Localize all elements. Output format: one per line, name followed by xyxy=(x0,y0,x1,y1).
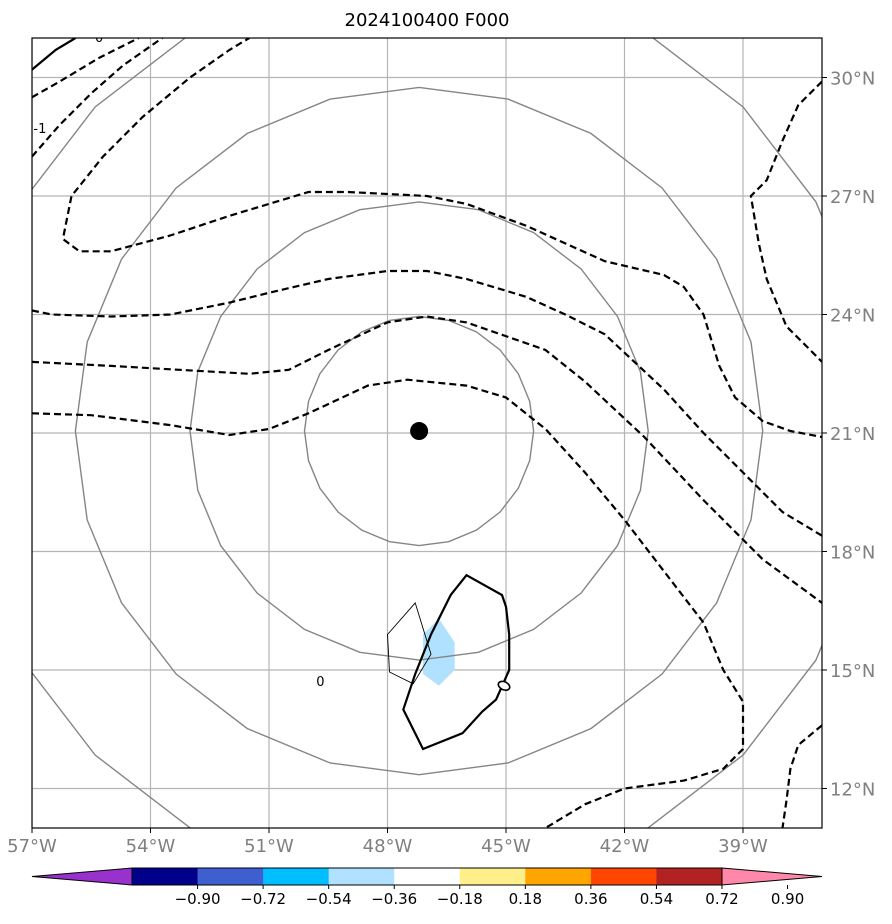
lat-tick-label: 12°N xyxy=(830,780,875,801)
colorbar-segment xyxy=(656,868,723,885)
dashed-contour xyxy=(781,724,822,828)
lat-tick-label: 18°N xyxy=(830,543,875,564)
chart-title: 2024100400 F000 xyxy=(345,10,510,31)
dashed-contour xyxy=(749,80,822,363)
lon-tick-label: 51°W xyxy=(244,836,294,857)
colorbar-tick-label: 0.90 xyxy=(771,890,804,908)
colorbar-frame xyxy=(131,867,723,886)
lon-tick-label: 48°W xyxy=(363,836,413,857)
colorbar-tick-label: 0.18 xyxy=(509,890,542,908)
range-ring xyxy=(189,201,649,661)
colorbar-tick-label: 0.36 xyxy=(574,890,607,908)
lat-tick-label: 21°N xyxy=(830,424,875,445)
lat-tick-label: 30°N xyxy=(830,69,875,90)
colorbar-tick-label: 0.72 xyxy=(705,890,738,908)
dashed-contour xyxy=(32,269,822,537)
colorbar-tick-label: −0.72 xyxy=(240,890,286,908)
lat-tick-label: 15°N xyxy=(830,661,875,682)
thin-contour xyxy=(387,601,432,685)
colorbar-tick-label: 0.54 xyxy=(640,890,673,908)
colorbar-tick-label: −0.18 xyxy=(437,890,483,908)
colorbar-tick-label: −0.54 xyxy=(306,890,352,908)
dashed-contour xyxy=(32,38,140,99)
lat-tick-label: 24°N xyxy=(830,306,875,327)
colorbar-extend-low xyxy=(31,867,133,886)
axis-ticks: 12°N 15°N 18°N 21°N 24°N 27°N 30°N 57°W 54°W 51°W… xyxy=(7,69,875,858)
solid-contour xyxy=(32,38,77,71)
contour-label: 0 xyxy=(316,675,324,690)
range-ring xyxy=(32,38,822,828)
shaded-region xyxy=(423,618,455,686)
lon-tick-label: 39°W xyxy=(718,836,768,857)
colorbar-extend-high xyxy=(721,867,823,886)
dashed-contour xyxy=(62,190,822,439)
colorbar-segment xyxy=(459,868,526,885)
colorbar-segment xyxy=(590,868,657,885)
colorbar-tick-label: −0.90 xyxy=(175,890,221,908)
dashed-contour xyxy=(32,378,745,828)
colorbar-tick-label: −0.36 xyxy=(371,890,417,908)
lon-tick-label: 54°W xyxy=(126,836,176,857)
colorbar-segment xyxy=(132,868,199,885)
lon-tick-label: 42°W xyxy=(600,836,650,857)
colorbar-segment xyxy=(328,868,395,885)
map-plot-area: 0 0 -1 xyxy=(32,31,822,828)
dashed-contour xyxy=(62,38,250,236)
dashed-contour xyxy=(32,315,822,604)
storm-center-marker xyxy=(410,422,429,441)
lon-tick-label: 45°W xyxy=(481,836,531,857)
dashed-contour xyxy=(32,38,163,158)
colorbar-segment xyxy=(197,868,264,885)
solid-contour xyxy=(402,573,511,751)
lat-tick-label: 27°N xyxy=(830,187,875,208)
colorbar: −0.90 −0.72 −0.54 −0.36 −0.18 0.18 0.36 0.54 0.7… xyxy=(31,867,823,908)
lon-tick-label: 57°W xyxy=(7,836,57,857)
colorbar-segment xyxy=(263,868,330,885)
contour-ellipse xyxy=(497,680,511,692)
contour-label: -1 xyxy=(33,122,46,137)
range-ring xyxy=(74,86,764,776)
range-ring xyxy=(303,315,535,547)
colorbar-segment xyxy=(394,868,461,885)
colorbar-segment xyxy=(525,868,592,885)
contour-label: 0 xyxy=(95,31,103,46)
